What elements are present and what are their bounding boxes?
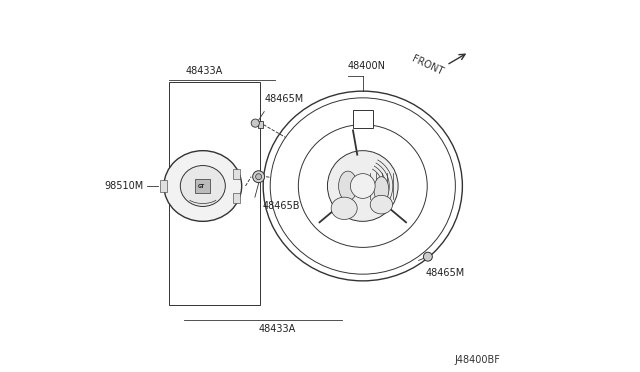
Ellipse shape [164, 151, 242, 221]
Circle shape [251, 119, 259, 127]
Bar [195, 180, 211, 193]
Bar [257, 121, 264, 128]
Ellipse shape [298, 125, 428, 247]
Bar [233, 193, 240, 203]
Text: 48400N: 48400N [348, 61, 385, 71]
Text: 98510M: 98510M [104, 181, 143, 191]
Text: 48465M: 48465M [264, 94, 303, 104]
Text: 48465M: 48465M [426, 268, 465, 278]
Bar [353, 110, 373, 128]
Text: J48400BF: J48400BF [454, 355, 500, 365]
Circle shape [255, 174, 262, 180]
Text: 48433A: 48433A [186, 66, 223, 76]
Circle shape [351, 174, 375, 198]
Text: FRONT: FRONT [410, 54, 445, 77]
Bar [233, 169, 240, 179]
Text: 48465B: 48465B [262, 201, 300, 211]
Text: GT: GT [197, 183, 205, 189]
Bar [160, 180, 167, 192]
Ellipse shape [180, 166, 225, 206]
Bar [170, 82, 260, 305]
Text: 48433A: 48433A [259, 324, 296, 334]
Ellipse shape [374, 177, 389, 203]
Circle shape [424, 252, 433, 261]
Ellipse shape [331, 197, 357, 219]
Circle shape [253, 171, 264, 183]
Ellipse shape [270, 98, 455, 274]
Ellipse shape [328, 151, 398, 221]
Ellipse shape [339, 171, 357, 201]
Ellipse shape [370, 195, 392, 214]
